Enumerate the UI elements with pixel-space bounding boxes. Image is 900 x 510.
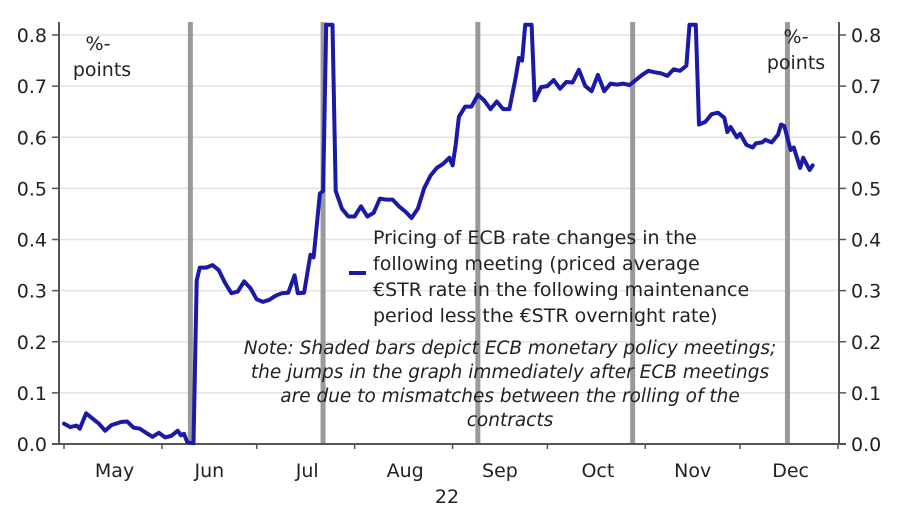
meeting-bar (187, 22, 193, 444)
x-tick-label: May (95, 460, 134, 482)
meeting-bar (784, 22, 790, 444)
y-tick-label-right: 0.1 (851, 383, 881, 405)
y-tick-label-right: 0.4 (851, 230, 881, 252)
note-line4: contracts (467, 410, 554, 431)
x-year-label: 22 (435, 486, 459, 508)
y-tick-label-left: 0.0 (17, 434, 47, 456)
y-tick-label-left: 0.2 (17, 332, 47, 354)
y-tick-label-right: 0.7 (851, 76, 881, 98)
y-tick-label-left: 0.3 (17, 281, 47, 303)
note-line1: Note: Shaded bars depict ECB monetary po… (244, 338, 777, 359)
meeting-bars (187, 22, 790, 444)
y-tick-label-left: 0.6 (17, 127, 47, 149)
y-unit-left-line1: %- (86, 33, 111, 55)
y-unit-left-line2: points (73, 59, 131, 81)
x-tick-label: Oct (581, 460, 614, 482)
meeting-bar (475, 22, 481, 444)
legend-text-line1: Pricing of ECB rate changes in the (373, 227, 697, 249)
y-tick-label-right: 0.5 (851, 178, 881, 200)
legend-text-line4: period less the €STR overnight rate) (373, 305, 718, 327)
y-unit-right-line1: %- (784, 26, 809, 48)
y-tick-label-left: 0.5 (17, 178, 47, 200)
y-tick-label-right: 0.6 (851, 127, 881, 149)
note-line2: the jumps in the graph immediately after… (251, 362, 770, 383)
y-tick-label-left: 0.8 (17, 25, 47, 47)
x-tick-label: Jun (193, 460, 224, 482)
meeting-bar (630, 22, 636, 444)
x-tick-label: Sep (482, 460, 518, 482)
y-tick-labels: 0.0 0.0 0.1 0.1 0.2 0.2 0.3 0.3 0.4 0.4 0.5 0.5 0.6 0… (17, 25, 881, 456)
series-line (62, 22, 815, 445)
x-tick-label: Aug (387, 460, 424, 482)
y-tick-label-left: 0.1 (17, 383, 47, 405)
y-tick-label-right: 0.8 (851, 25, 881, 47)
legend: Pricing of ECB rate changes in the follo… (349, 227, 749, 327)
y-tick-label-left: 0.7 (17, 76, 47, 98)
y-tick-label-right: 0.0 (851, 434, 881, 456)
y-tick-label-right: 0.3 (851, 281, 881, 303)
meeting-bar (320, 22, 326, 444)
y-unit-right-line2: points (767, 52, 825, 74)
x-tick-label: Jul (295, 460, 319, 482)
note: Note: Shaded bars depict ECB monetary po… (244, 338, 777, 431)
y-tick-label-left: 0.4 (17, 230, 47, 252)
x-tick-label: Nov (674, 460, 711, 482)
axes (52, 22, 846, 445)
legend-text-line3: €STR rate in the following maintenance (373, 279, 749, 301)
y-tick-label-right: 0.2 (851, 332, 881, 354)
legend-text-line2: following meeting (priced average (373, 253, 700, 275)
x-tick-label: Dec (772, 460, 809, 482)
note-line3: are due to mismatches between the rollin… (280, 386, 739, 407)
x-tick-labels: May Jun Jul Aug Sep Oct Nov Dec (63, 444, 839, 482)
